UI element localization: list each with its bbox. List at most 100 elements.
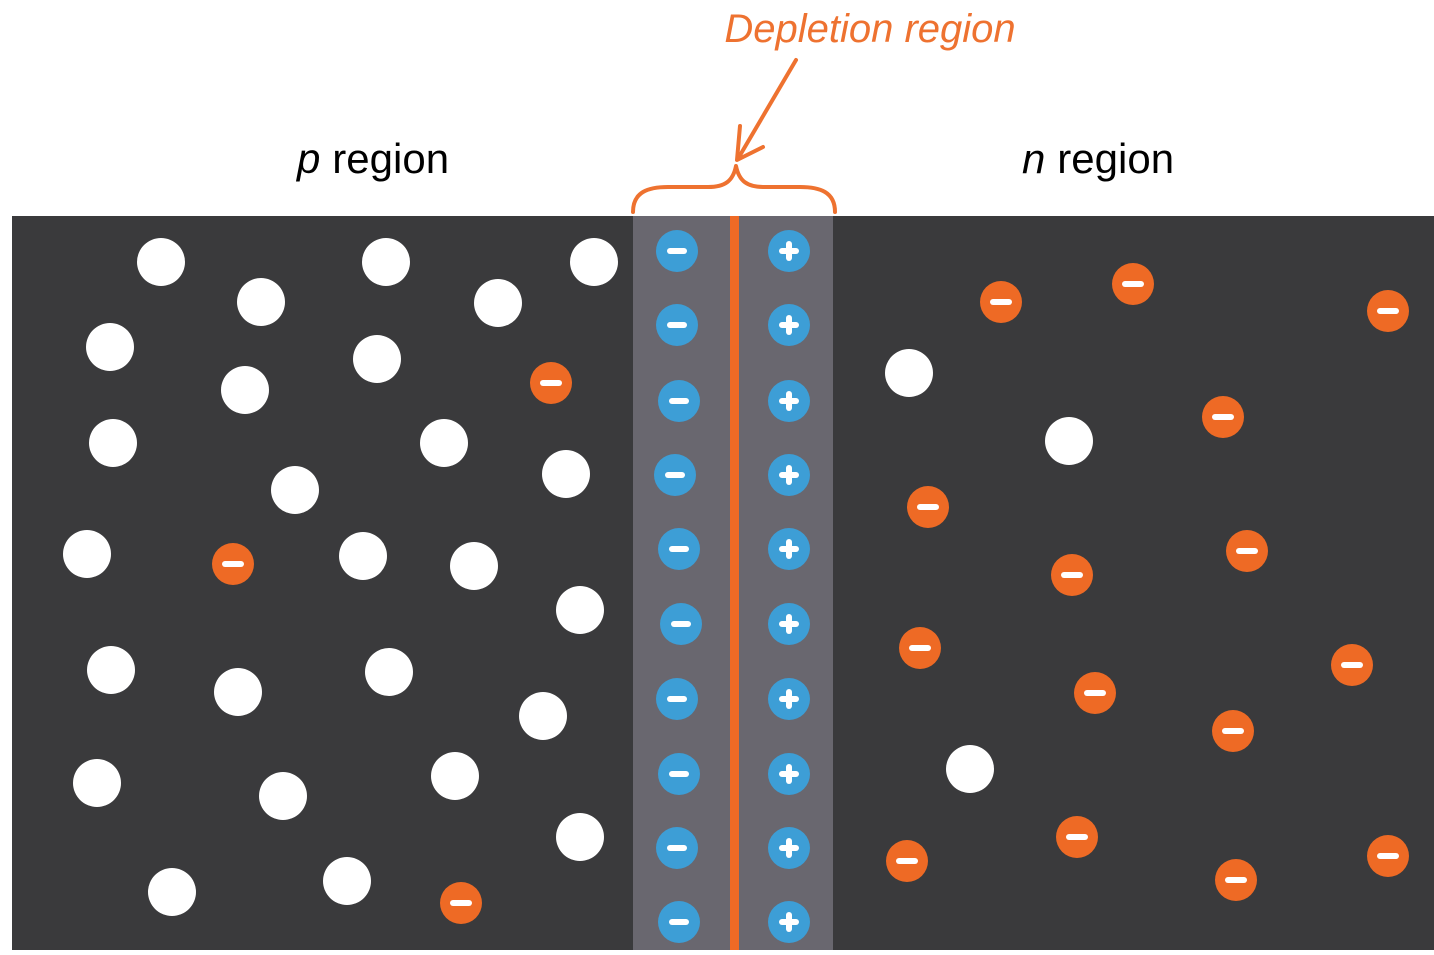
n-region-word: region bbox=[1057, 135, 1174, 182]
hole-icon bbox=[214, 668, 262, 716]
p-letter: p bbox=[295, 135, 320, 182]
minus-sign bbox=[1377, 853, 1399, 859]
electron-icon bbox=[1215, 859, 1257, 901]
positive-ion-icon bbox=[768, 454, 810, 496]
hole-icon bbox=[87, 646, 135, 694]
minus-sign bbox=[450, 900, 472, 906]
plus-vertical bbox=[786, 838, 792, 858]
p-region-label: p region bbox=[295, 135, 449, 182]
hole-icon bbox=[1045, 417, 1093, 465]
electron-icon bbox=[1367, 835, 1409, 877]
positive-ion-icon bbox=[768, 753, 810, 795]
minus-sign bbox=[540, 380, 562, 386]
hole-icon bbox=[362, 238, 410, 286]
minus-sign bbox=[667, 845, 687, 851]
negative-ion-icon bbox=[654, 454, 696, 496]
depletion-brace bbox=[631, 164, 837, 214]
plus-vertical bbox=[786, 315, 792, 335]
hole-icon bbox=[431, 752, 479, 800]
negative-ion-icon bbox=[658, 380, 700, 422]
electrons-group bbox=[212, 263, 1409, 924]
hole-icon bbox=[63, 530, 111, 578]
minus-sign bbox=[917, 504, 939, 510]
minus-sign bbox=[669, 919, 689, 925]
n-region-label: n region bbox=[1022, 135, 1174, 182]
positive-ion-icon bbox=[768, 827, 810, 869]
minus-sign bbox=[909, 645, 931, 651]
negative-ion-icon bbox=[656, 678, 698, 720]
electron-icon bbox=[440, 882, 482, 924]
negative-ion-icon bbox=[658, 753, 700, 795]
minus-sign bbox=[1212, 414, 1234, 420]
positive-ion-icon bbox=[768, 380, 810, 422]
minus-sign bbox=[1084, 690, 1106, 696]
electron-icon bbox=[1331, 644, 1373, 686]
hole-icon bbox=[885, 349, 933, 397]
minus-sign bbox=[1122, 281, 1144, 287]
minus-sign bbox=[1066, 834, 1088, 840]
hole-icon bbox=[556, 586, 604, 634]
hole-icon bbox=[259, 772, 307, 820]
positive-ion-icon bbox=[768, 901, 810, 943]
electron-icon bbox=[1074, 672, 1116, 714]
minus-sign bbox=[665, 472, 685, 478]
plus-vertical bbox=[786, 689, 792, 709]
plus-vertical bbox=[786, 241, 792, 261]
hole-icon bbox=[556, 813, 604, 861]
depletion-arrow bbox=[737, 58, 798, 159]
plus-vertical bbox=[786, 912, 792, 932]
negative-ion-icon bbox=[658, 901, 700, 943]
minus-sign bbox=[1341, 662, 1363, 668]
hole-icon bbox=[353, 335, 401, 383]
electron-icon bbox=[907, 486, 949, 528]
hole-icon bbox=[86, 323, 134, 371]
positive-ion-icon bbox=[768, 678, 810, 720]
electron-icon bbox=[1202, 396, 1244, 438]
minus-sign bbox=[1061, 572, 1083, 578]
junction-line bbox=[730, 216, 739, 950]
minus-sign bbox=[222, 561, 244, 567]
electron-icon bbox=[1212, 710, 1254, 752]
minus-sign bbox=[669, 398, 689, 404]
minus-sign bbox=[990, 299, 1012, 305]
negative-ions-group bbox=[654, 230, 702, 943]
hole-icon bbox=[365, 648, 413, 696]
negative-ion-icon bbox=[658, 528, 700, 570]
n-letter: n bbox=[1022, 135, 1045, 182]
positive-ion-icon bbox=[768, 304, 810, 346]
hole-icon bbox=[271, 466, 319, 514]
depletion-arrow-head bbox=[735, 124, 765, 162]
hole-icon bbox=[946, 745, 994, 793]
depletion-region-label: Depletion region bbox=[724, 7, 1015, 51]
minus-sign bbox=[1222, 728, 1244, 734]
negative-ion-icon bbox=[656, 230, 698, 272]
electron-icon bbox=[1226, 530, 1268, 572]
p-region-word: region bbox=[332, 135, 449, 182]
electron-icon bbox=[212, 543, 254, 585]
plus-vertical bbox=[786, 614, 792, 634]
electron-icon bbox=[886, 840, 928, 882]
hole-icon bbox=[570, 238, 618, 286]
electron-icon bbox=[1056, 816, 1098, 858]
minus-sign bbox=[669, 546, 689, 552]
hole-icon bbox=[474, 279, 522, 327]
electron-icon bbox=[899, 627, 941, 669]
minus-sign bbox=[669, 771, 689, 777]
hole-icon bbox=[339, 532, 387, 580]
positive-ion-icon bbox=[768, 230, 810, 272]
minus-sign bbox=[1236, 548, 1258, 554]
negative-ion-icon bbox=[656, 827, 698, 869]
hole-icon bbox=[221, 366, 269, 414]
electron-icon bbox=[1051, 554, 1093, 596]
hole-icon bbox=[237, 278, 285, 326]
hole-icon bbox=[323, 857, 371, 905]
plus-vertical bbox=[786, 764, 792, 784]
hole-icon bbox=[519, 692, 567, 740]
electron-icon bbox=[530, 362, 572, 404]
negative-ion-icon bbox=[656, 304, 698, 346]
positive-ion-icon bbox=[768, 528, 810, 570]
plus-vertical bbox=[786, 539, 792, 559]
positive-ions-group bbox=[768, 230, 810, 943]
electron-icon bbox=[1112, 263, 1154, 305]
